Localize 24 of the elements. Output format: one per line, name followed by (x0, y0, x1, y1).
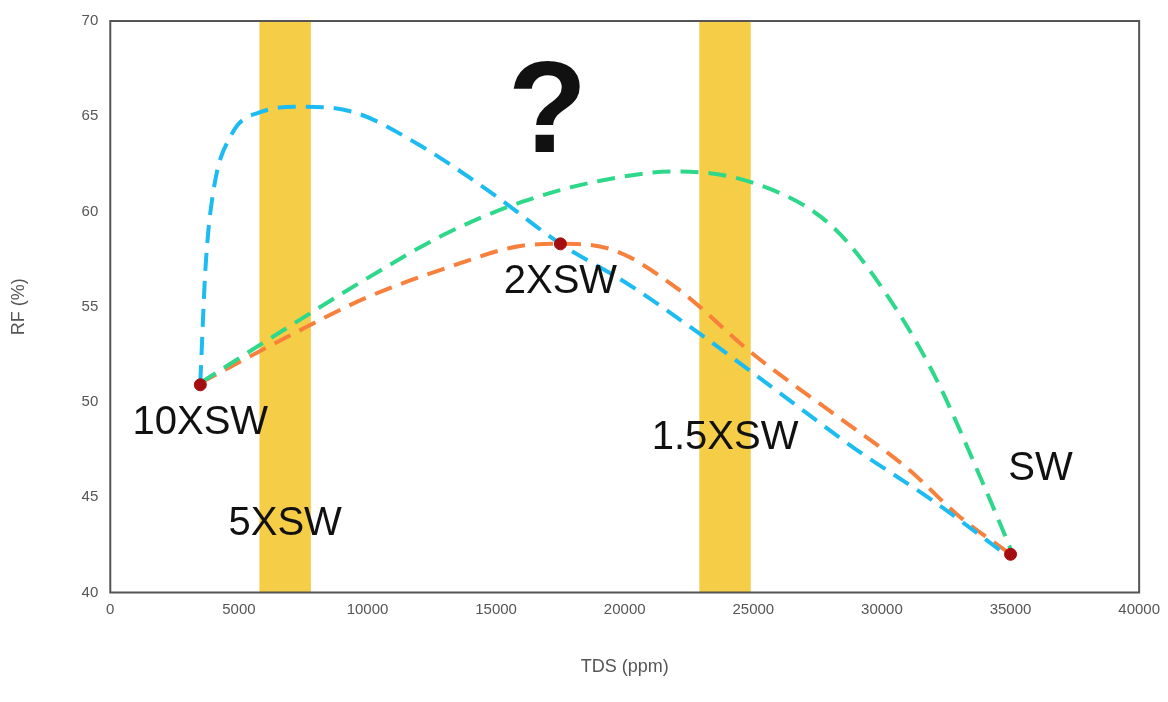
x-tick-label: 25000 (732, 599, 775, 617)
y-tick-label: 50 (81, 392, 99, 410)
annotation: ? (507, 33, 588, 180)
x-tick-label: 30000 (861, 599, 903, 617)
x-tick-label: 5000 (222, 599, 256, 617)
x-tick-label: 40000 (1118, 599, 1160, 617)
point (193, 378, 207, 392)
annotation: 2XSW (503, 256, 618, 301)
y-tick-label: 40 (81, 582, 99, 600)
x-tick-label: 10000 (346, 599, 389, 617)
annotation: SW (1008, 444, 1073, 489)
x-tick-label: 0 (106, 599, 115, 617)
point (553, 237, 567, 251)
x-tick-label: 35000 (989, 599, 1032, 617)
x-tick-label: 15000 (475, 599, 517, 617)
y-tick-label: 55 (81, 296, 99, 314)
y-tick-label: 70 (81, 11, 99, 29)
y-tick-label: 45 (81, 487, 99, 505)
y-axis-title: RF (%) (7, 278, 28, 336)
y-tick-label: 65 (81, 106, 99, 124)
point (1004, 547, 1018, 561)
x-tick-label: 20000 (603, 599, 646, 617)
x-axis-title: TDS (ppm) (580, 656, 669, 677)
y-tick-label: 60 (81, 201, 99, 219)
